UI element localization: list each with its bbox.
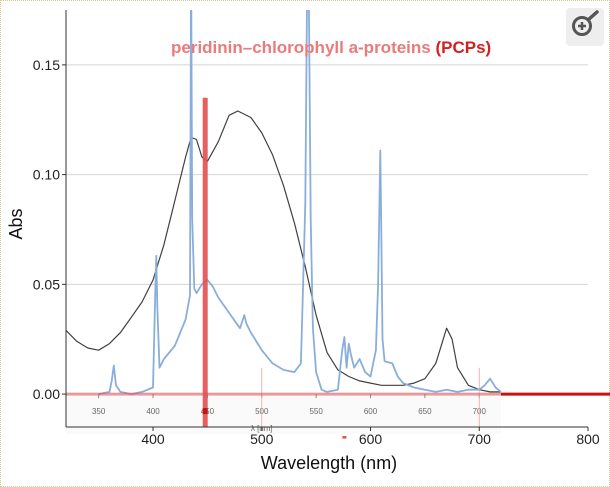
highlight-marker: [202, 408, 208, 415]
x-tick-label: 600: [359, 431, 383, 447]
x-tick-label: 400: [141, 431, 165, 447]
inset-tick-label: 600: [364, 407, 378, 416]
tick-labels: 0.00 0.05 0.10 0.15 400 500 600 700 800: [33, 57, 600, 447]
axes: [62, 10, 589, 431]
inset-marker: [342, 436, 347, 439]
grid: [66, 64, 588, 395]
x-tick-label: 700: [468, 431, 492, 447]
series-layer: [66, 10, 502, 396]
inset-axis: 350400450500550600650700λ [nm]: [66, 367, 501, 439]
x-tick-label: 500: [250, 431, 274, 447]
highlight-layer: [66, 97, 610, 427]
series-line-black: [66, 110, 501, 393]
y-tick-label: 0.15: [33, 57, 60, 73]
x-tick-label: 800: [576, 431, 600, 447]
annotation-emphasis: (PCPs): [435, 38, 491, 57]
zoom-in-icon: [572, 10, 599, 36]
chart-annotation: peridinin–chlorophyll a-proteins (PCPs): [171, 38, 491, 57]
y-axis-title: Abs: [6, 208, 26, 239]
x-axis-title: Wavelength (nm): [261, 453, 397, 473]
annotation-text: peridinin–chlorophyll a-proteins: [171, 38, 435, 57]
inset-strip: [66, 394, 501, 435]
inset-tick-label: 550: [309, 407, 323, 416]
inset-tick-label: 650: [418, 407, 432, 416]
y-tick-label: 0.00: [33, 386, 60, 402]
y-tick-label: 0.10: [33, 167, 60, 183]
inset-tick-label: 350: [92, 407, 106, 416]
series-line-blue: [98, 10, 502, 396]
zoom-button[interactable]: [566, 8, 604, 46]
y-tick-label: 0.05: [33, 276, 60, 292]
inset-tick-label: 400: [146, 407, 160, 416]
